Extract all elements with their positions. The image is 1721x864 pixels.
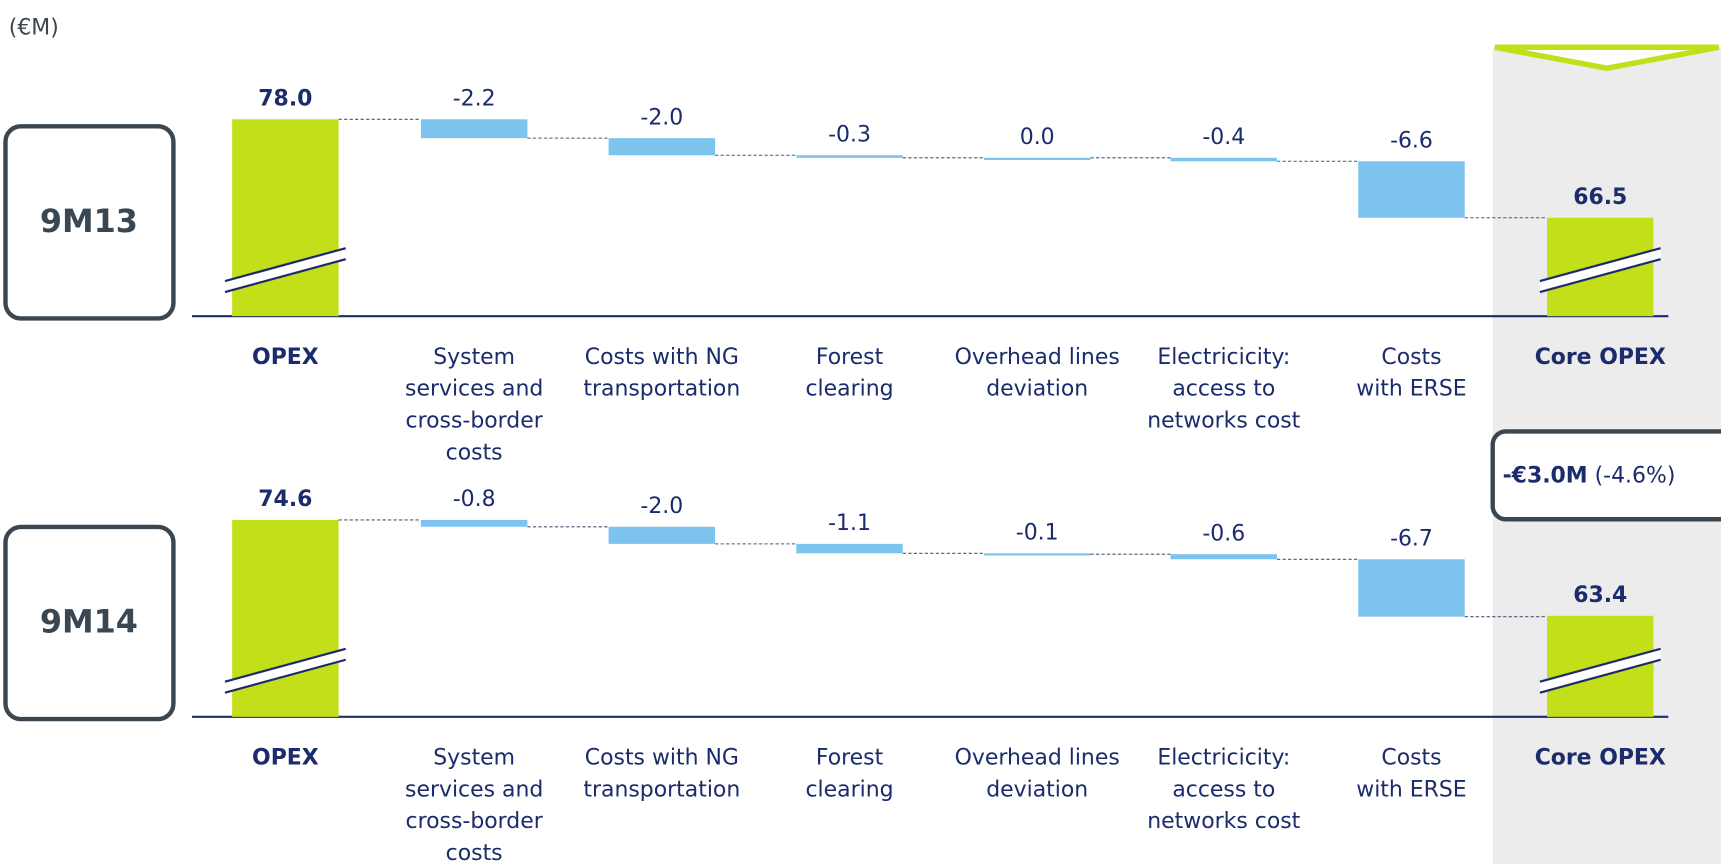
- axis-break-line: [224, 658, 347, 694]
- panel-label: 9M13: [40, 202, 138, 240]
- category-label: Costs with ERSE: [1356, 345, 1466, 402]
- step-bar: [1358, 559, 1465, 617]
- category-label: Costs with NG transportation: [583, 345, 740, 402]
- axis-break-line: [224, 258, 347, 294]
- step-bar: [608, 138, 716, 156]
- axis-break-line: [1539, 258, 1661, 294]
- step-bar: [420, 119, 528, 139]
- step-bar: [796, 155, 903, 158]
- axis-break-line: [1539, 647, 1661, 683]
- category-label: OPEX: [252, 746, 319, 771]
- step-bar: [983, 157, 1091, 161]
- axis-break-line: [224, 647, 347, 683]
- category-label: System services and cross-border costs: [405, 746, 544, 864]
- category-label: Electricicity: access to networks cost: [1147, 345, 1300, 434]
- value-label: -2.2: [453, 87, 496, 112]
- axis-break-line: [1539, 247, 1661, 283]
- axis-break-line: [224, 247, 347, 283]
- value-label: -6.7: [1390, 527, 1433, 552]
- axis-break: [225, 248, 346, 293]
- category-label: Costs with NG transportation: [583, 746, 740, 803]
- panel-label: 9M14: [40, 603, 138, 641]
- axis-break: [1539, 248, 1661, 293]
- annotation-box: [1490, 429, 1721, 522]
- annotation-percent: (-4.6%): [1595, 463, 1676, 488]
- value-label: 66.5: [1573, 185, 1627, 210]
- value-label: -6.6: [1390, 128, 1433, 153]
- highlight-arrow: [1494, 44, 1720, 71]
- annotation: -€3.0M (-4.6%): [1503, 463, 1676, 488]
- category-label: Forest clearing: [806, 345, 894, 402]
- category-label: Electricicity: access to networks cost: [1147, 746, 1300, 835]
- step-bar: [796, 543, 903, 554]
- step-bar: [1358, 161, 1465, 218]
- step-bar: [1170, 157, 1278, 162]
- value-label: -1.1: [828, 511, 871, 536]
- category-label: Core OPEX: [1535, 345, 1666, 370]
- step-bar: [983, 553, 1091, 556]
- step-bar: [420, 519, 528, 527]
- category-label: Overhead lines deviation: [955, 345, 1120, 402]
- value-label: -2.0: [640, 105, 683, 130]
- annotation-change: -€3.0M: [1503, 463, 1588, 488]
- step-bar: [608, 526, 716, 544]
- axis-break: [1539, 648, 1661, 693]
- step-bar: [1170, 554, 1278, 560]
- panel-label-box: [3, 524, 176, 722]
- value-label: 63.4: [1573, 583, 1627, 608]
- panel-label-box: [3, 124, 176, 321]
- category-label: Overhead lines deviation: [955, 746, 1120, 803]
- unit-label: (€M): [9, 16, 59, 41]
- value-label: 0.0: [1020, 125, 1055, 150]
- category-label: Costs with ERSE: [1356, 746, 1466, 803]
- value-label: 74.6: [258, 487, 312, 512]
- category-label: Core OPEX: [1535, 746, 1666, 771]
- value-label: -0.4: [1202, 125, 1245, 150]
- category-label: OPEX: [252, 345, 319, 370]
- value-label: -2.0: [640, 494, 683, 519]
- value-label: -0.8: [453, 487, 496, 512]
- axis-break-line: [1539, 658, 1661, 694]
- value-label: -0.6: [1202, 521, 1245, 546]
- value-label: -0.1: [1016, 521, 1059, 546]
- axis-break: [225, 648, 346, 693]
- category-label: System services and cross-border costs: [405, 345, 544, 465]
- value-label: 78.0: [258, 87, 312, 112]
- category-label: Forest clearing: [806, 746, 894, 803]
- value-label: -0.3: [828, 123, 871, 148]
